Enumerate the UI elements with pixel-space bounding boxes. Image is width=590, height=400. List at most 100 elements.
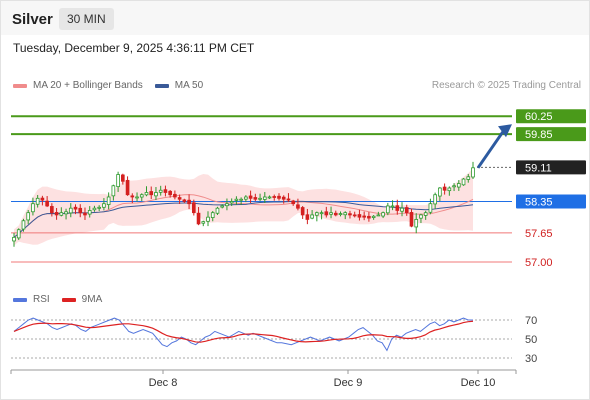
candle-body bbox=[267, 196, 272, 199]
legend-ma50-swatch bbox=[154, 83, 169, 88]
candle-body bbox=[324, 211, 329, 216]
candle-body bbox=[338, 213, 343, 215]
bollinger-band-layer bbox=[14, 167, 473, 246]
resistance-tag bbox=[516, 109, 586, 124]
legend-bollinger-label: MA 20 + Bollinger Bands bbox=[33, 80, 143, 91]
candle-body bbox=[272, 196, 277, 198]
candle-body bbox=[220, 205, 225, 208]
candle-body bbox=[135, 196, 139, 199]
candle-body bbox=[409, 212, 414, 227]
candle-body bbox=[452, 185, 456, 188]
candle-body bbox=[414, 219, 419, 228]
candle-body bbox=[461, 178, 466, 186]
support-label: 57.00 bbox=[525, 257, 553, 269]
candle-body bbox=[244, 196, 248, 200]
candle-body bbox=[121, 174, 125, 182]
x-tick-label: Dec 9 bbox=[334, 377, 363, 389]
forecast-arrow-shaft bbox=[476, 129, 506, 169]
candle-body bbox=[149, 191, 154, 196]
candle-body bbox=[253, 197, 258, 200]
resistance-tag bbox=[516, 127, 586, 142]
pivot-label: 58.35 bbox=[525, 196, 553, 208]
candle-body bbox=[92, 207, 97, 211]
candle-body bbox=[210, 212, 215, 219]
x-tick-label: Dec 8 bbox=[149, 377, 178, 389]
legend-9ma-label: 9MA bbox=[81, 294, 103, 305]
candle-body bbox=[201, 221, 206, 224]
resistance-label: 59.85 bbox=[525, 129, 553, 141]
rsi-ma-line bbox=[13, 320, 474, 343]
candle-body bbox=[419, 214, 423, 219]
candle-body bbox=[367, 215, 371, 219]
candle-body bbox=[196, 212, 201, 225]
candle-body bbox=[286, 198, 291, 201]
candle-body bbox=[381, 212, 385, 217]
candle-body bbox=[158, 189, 163, 193]
candle-body bbox=[466, 176, 471, 180]
current-price-tag bbox=[516, 160, 586, 175]
candle-body bbox=[16, 229, 21, 239]
candle-body bbox=[277, 195, 281, 199]
candle-body bbox=[144, 192, 149, 196]
candle-body bbox=[471, 167, 475, 178]
legend-rsi: RSI bbox=[13, 294, 50, 305]
legend-bollinger: MA 20 + Bollinger Bands bbox=[13, 80, 143, 91]
candle-body bbox=[234, 198, 239, 201]
rsi-tick-label: 70 bbox=[525, 315, 537, 327]
legend-rsi-swatch bbox=[13, 297, 27, 302]
x-axis: Dec 8 Dec 9 Dec 10 bbox=[10, 369, 517, 389]
candle-body bbox=[40, 197, 45, 201]
candle-body bbox=[206, 216, 210, 222]
candle-body bbox=[305, 214, 310, 220]
timeframe-badge[interactable]: 30 MIN bbox=[59, 8, 114, 30]
pivot-tag bbox=[516, 194, 586, 209]
candle-body bbox=[376, 214, 381, 217]
candle-body bbox=[182, 199, 187, 202]
candle-body bbox=[423, 212, 428, 216]
candle-body bbox=[352, 214, 357, 217]
candle-body bbox=[400, 207, 404, 212]
candle-body bbox=[191, 202, 196, 214]
candle-body bbox=[177, 197, 182, 200]
candle-body bbox=[333, 212, 338, 216]
candle-body bbox=[442, 186, 447, 191]
candle-body bbox=[438, 187, 442, 197]
candle-body bbox=[168, 190, 172, 196]
forecast-arrow-layer bbox=[476, 124, 512, 169]
candle-body bbox=[329, 212, 333, 215]
candle-body bbox=[239, 198, 243, 201]
rsi-tick-label: 30 bbox=[525, 353, 537, 365]
candle-body bbox=[21, 220, 26, 230]
instrument-title: Silver bbox=[12, 11, 53, 28]
candle-body bbox=[12, 236, 16, 242]
level-lines-layer bbox=[11, 115, 512, 263]
candle-body bbox=[215, 207, 220, 214]
candle-body bbox=[173, 193, 177, 198]
legend-rsi-label: RSI bbox=[33, 294, 50, 305]
legend-9ma: 9MA bbox=[61, 294, 103, 305]
support-label: 57.65 bbox=[525, 228, 553, 240]
candle-body bbox=[296, 204, 300, 209]
candle-body bbox=[163, 189, 168, 193]
candle-body bbox=[281, 196, 286, 200]
candle-body bbox=[248, 195, 253, 199]
candlestick-layer bbox=[12, 161, 475, 247]
candle-body bbox=[35, 197, 40, 205]
candle-body bbox=[395, 205, 400, 211]
candle-body bbox=[225, 203, 229, 207]
candle-body bbox=[447, 187, 452, 192]
rsi-legend: RSI 9MA bbox=[13, 294, 114, 305]
candle-body bbox=[433, 194, 437, 205]
candle-body bbox=[106, 196, 111, 205]
legend-bollinger-swatch bbox=[13, 83, 27, 88]
candle-body bbox=[111, 185, 116, 197]
candle-body bbox=[300, 207, 305, 216]
header-bar: Silver 30 MIN bbox=[1, 1, 589, 35]
legend-ma50: MA 50 bbox=[154, 80, 203, 91]
candle-body bbox=[310, 214, 314, 219]
candle-body bbox=[371, 215, 376, 218]
candle-body bbox=[102, 203, 106, 208]
candle-body bbox=[78, 207, 83, 214]
rsi-tick-label: 50 bbox=[525, 334, 537, 346]
